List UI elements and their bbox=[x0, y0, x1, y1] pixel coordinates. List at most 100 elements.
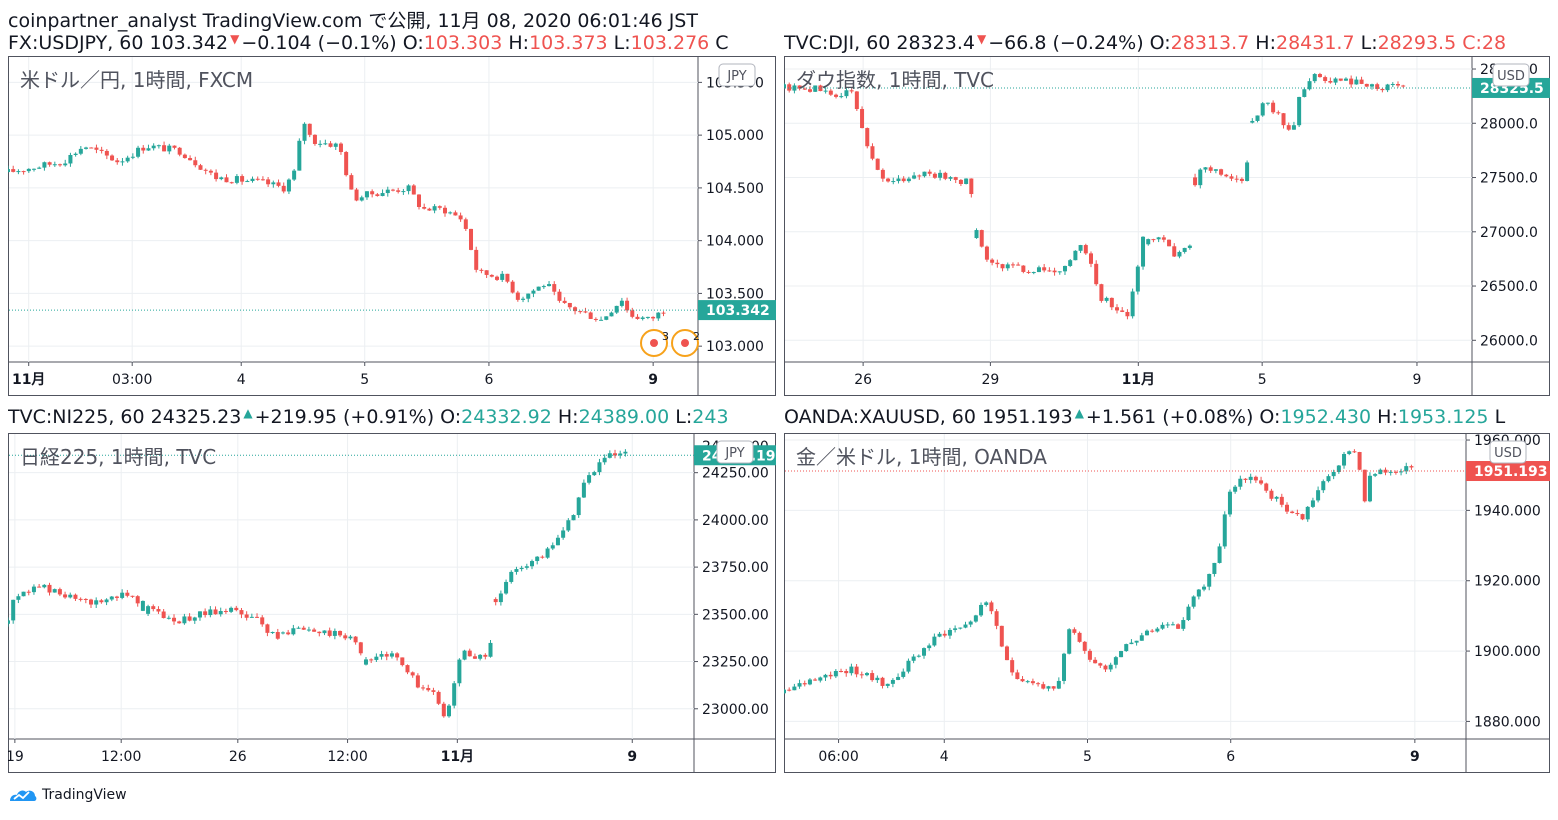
candle-body bbox=[818, 85, 823, 92]
candle-body bbox=[953, 628, 958, 630]
candle-body bbox=[994, 611, 999, 626]
xauusd-chart-panel[interactable]: 1880.0001900.0001920.0001940.0001960.000… bbox=[784, 433, 1550, 773]
candle bbox=[328, 141, 333, 148]
last-price-tag-label: 1951.193 bbox=[1474, 464, 1548, 480]
candle bbox=[870, 670, 875, 682]
candle bbox=[1125, 309, 1130, 320]
candle bbox=[130, 595, 135, 598]
open-value: 24332.92 bbox=[461, 406, 552, 428]
candle bbox=[140, 600, 145, 612]
price-tick-label: 23750.00 bbox=[702, 560, 769, 576]
candle-body bbox=[1056, 680, 1061, 689]
candle bbox=[1401, 84, 1406, 88]
candle bbox=[437, 205, 442, 210]
candle-body bbox=[37, 586, 42, 588]
candle bbox=[1165, 622, 1170, 628]
candle-body bbox=[234, 176, 239, 183]
candle-body bbox=[31, 586, 36, 593]
candle-body bbox=[891, 181, 896, 183]
candle-body bbox=[968, 621, 973, 625]
symbol-label[interactable]: OANDA:XAUUSD, 60 bbox=[784, 406, 976, 428]
symbol-label[interactable]: TVC:DJI, 60 bbox=[784, 32, 891, 54]
candle-body bbox=[1082, 641, 1087, 651]
candle-body bbox=[999, 625, 1004, 647]
candle-body bbox=[1083, 245, 1088, 254]
candle bbox=[411, 184, 416, 195]
candle-body bbox=[370, 191, 375, 195]
candle bbox=[1238, 475, 1243, 490]
candle bbox=[474, 246, 479, 273]
candle-body bbox=[405, 665, 410, 673]
candle bbox=[141, 145, 146, 154]
candle bbox=[389, 650, 394, 659]
price-tick-label: 24000.00 bbox=[702, 513, 769, 529]
candle-body bbox=[1212, 562, 1217, 574]
candle bbox=[823, 673, 828, 681]
candle-body bbox=[530, 561, 535, 567]
candle bbox=[318, 140, 323, 148]
candle-body bbox=[286, 179, 291, 192]
candle-body bbox=[1026, 271, 1031, 273]
price-tick-label: 103.500 bbox=[706, 286, 764, 302]
candle-body bbox=[255, 178, 260, 180]
symbol-label[interactable]: TVC:NI225, 60 bbox=[8, 406, 145, 428]
candle-body bbox=[1395, 84, 1400, 86]
candle-body bbox=[1255, 115, 1260, 121]
candle-body bbox=[364, 191, 369, 198]
candle bbox=[1342, 451, 1347, 469]
site-brand[interactable]: TradingView.com bbox=[202, 10, 363, 32]
usdjpy-chart-panel[interactable]: 103.000103.500104.000104.500105.000105.5… bbox=[8, 56, 776, 396]
chart-legend-title: 日経225, 1時間, TVC bbox=[20, 445, 216, 469]
dji-chart-panel[interactable]: 26000.026500.027000.027500.028000.028500… bbox=[784, 56, 1550, 396]
candle-body bbox=[792, 686, 797, 691]
candle bbox=[156, 606, 161, 614]
open-value: 103.303 bbox=[423, 32, 503, 54]
candle bbox=[405, 664, 410, 675]
candle bbox=[489, 274, 494, 278]
candle-body bbox=[896, 178, 901, 182]
ni225-chart-panel[interactable]: 23000.00 23250.00 23500.00 23750.00 24000.00… bbox=[8, 433, 776, 773]
candle bbox=[395, 652, 400, 661]
candle-body bbox=[182, 154, 187, 159]
candle-body bbox=[167, 145, 172, 152]
candle bbox=[203, 168, 208, 175]
candle bbox=[192, 616, 197, 624]
candle-body bbox=[218, 611, 223, 615]
candle-body bbox=[1150, 630, 1155, 632]
candle-body bbox=[1098, 663, 1103, 666]
footer-brand[interactable]: TradingView bbox=[8, 786, 127, 804]
candle bbox=[177, 146, 182, 157]
candle-body bbox=[1222, 514, 1227, 547]
time-tick-label: 4 bbox=[940, 749, 949, 765]
candle-body bbox=[880, 677, 885, 686]
candle bbox=[291, 624, 296, 636]
candle bbox=[151, 604, 156, 612]
candle bbox=[400, 657, 405, 667]
candle bbox=[552, 281, 557, 296]
candle-body bbox=[1233, 486, 1238, 492]
candle bbox=[891, 177, 896, 185]
candle-body bbox=[223, 611, 228, 613]
candle-body bbox=[390, 189, 395, 191]
candle-body bbox=[441, 703, 446, 717]
candle bbox=[203, 608, 208, 618]
candle bbox=[1068, 258, 1073, 268]
candle-body bbox=[63, 594, 68, 598]
candle-body bbox=[979, 604, 984, 616]
candle bbox=[16, 169, 21, 175]
candle bbox=[1395, 81, 1400, 88]
symbol-label[interactable]: FX:USDJPY, 60 bbox=[8, 32, 144, 54]
candle bbox=[218, 607, 223, 617]
candle bbox=[886, 177, 891, 183]
candle-body bbox=[197, 611, 202, 618]
candle-body bbox=[192, 617, 197, 621]
candle-body bbox=[521, 298, 526, 300]
candle bbox=[1331, 469, 1336, 480]
candle-body bbox=[1046, 686, 1051, 689]
candle bbox=[947, 627, 952, 639]
candle-body bbox=[125, 592, 130, 596]
candle bbox=[250, 176, 255, 183]
candle-body bbox=[1271, 102, 1276, 113]
candle-body bbox=[1380, 88, 1385, 91]
candle bbox=[1120, 307, 1125, 313]
